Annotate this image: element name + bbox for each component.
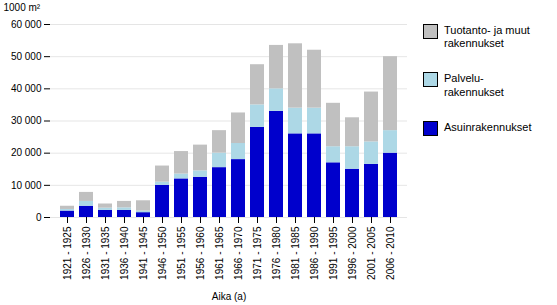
- svg-text:1941 - 1945: 1941 - 1945: [138, 226, 149, 280]
- svg-text:40 000: 40 000: [11, 83, 42, 94]
- svg-text:60 000: 60 000: [11, 19, 42, 30]
- svg-text:1946 - 1950: 1946 - 1950: [157, 226, 168, 280]
- svg-text:1981 - 1985: 1981 - 1985: [290, 226, 301, 280]
- html-text:Asuinrakennukset: Asuinrakennukset: [444, 120, 532, 133]
- svg-text:Aika (a): Aika (a): [212, 291, 246, 302]
- svg-text:1976 - 1980: 1976 - 1980: [271, 226, 282, 280]
- svg-text:1931 - 1935: 1931 - 1935: [100, 226, 111, 280]
- html-text:Palvelu- rakennukset: Palvelu- rakennukset: [444, 72, 504, 98]
- svg-text:0: 0: [36, 212, 42, 223]
- svg-text:1921 - 1925: 1921 - 1925: [62, 226, 73, 280]
- svg-text:1936 - 1940: 1936 - 1940: [119, 226, 130, 280]
- svg-text:2006 - 2010: 2006 - 2010: [385, 226, 396, 280]
- html-text:Tuotanto- ja muut rakennukset: Tuotanto- ja muut rakennukset: [444, 24, 530, 50]
- svg-text:2001 - 2005: 2001 - 2005: [366, 226, 377, 280]
- svg-text:1956 - 1960: 1956 - 1960: [195, 226, 206, 280]
- svg-text:1926 - 1930: 1926 - 1930: [81, 226, 92, 280]
- svg-text:20 000: 20 000: [11, 147, 42, 158]
- svg-text:1986 - 1990: 1986 - 1990: [309, 226, 320, 280]
- svg-text:1991 - 1995: 1991 - 1995: [328, 226, 339, 280]
- svg-text:1971 - 1975: 1971 - 1975: [252, 226, 263, 280]
- svg-text:1951 - 1955: 1951 - 1955: [176, 226, 187, 280]
- svg-text:50 000: 50 000: [11, 51, 42, 62]
- svg-text:1961 - 1965: 1961 - 1965: [214, 226, 225, 280]
- svg-text:1996 - 2000: 1996 - 2000: [347, 226, 358, 280]
- svg-text:30 000: 30 000: [11, 115, 42, 126]
- svg-text:1966 - 1970: 1966 - 1970: [233, 226, 244, 280]
- svg-text:1000 m²: 1000 m²: [4, 2, 41, 13]
- svg-text:10 000: 10 000: [11, 180, 42, 191]
